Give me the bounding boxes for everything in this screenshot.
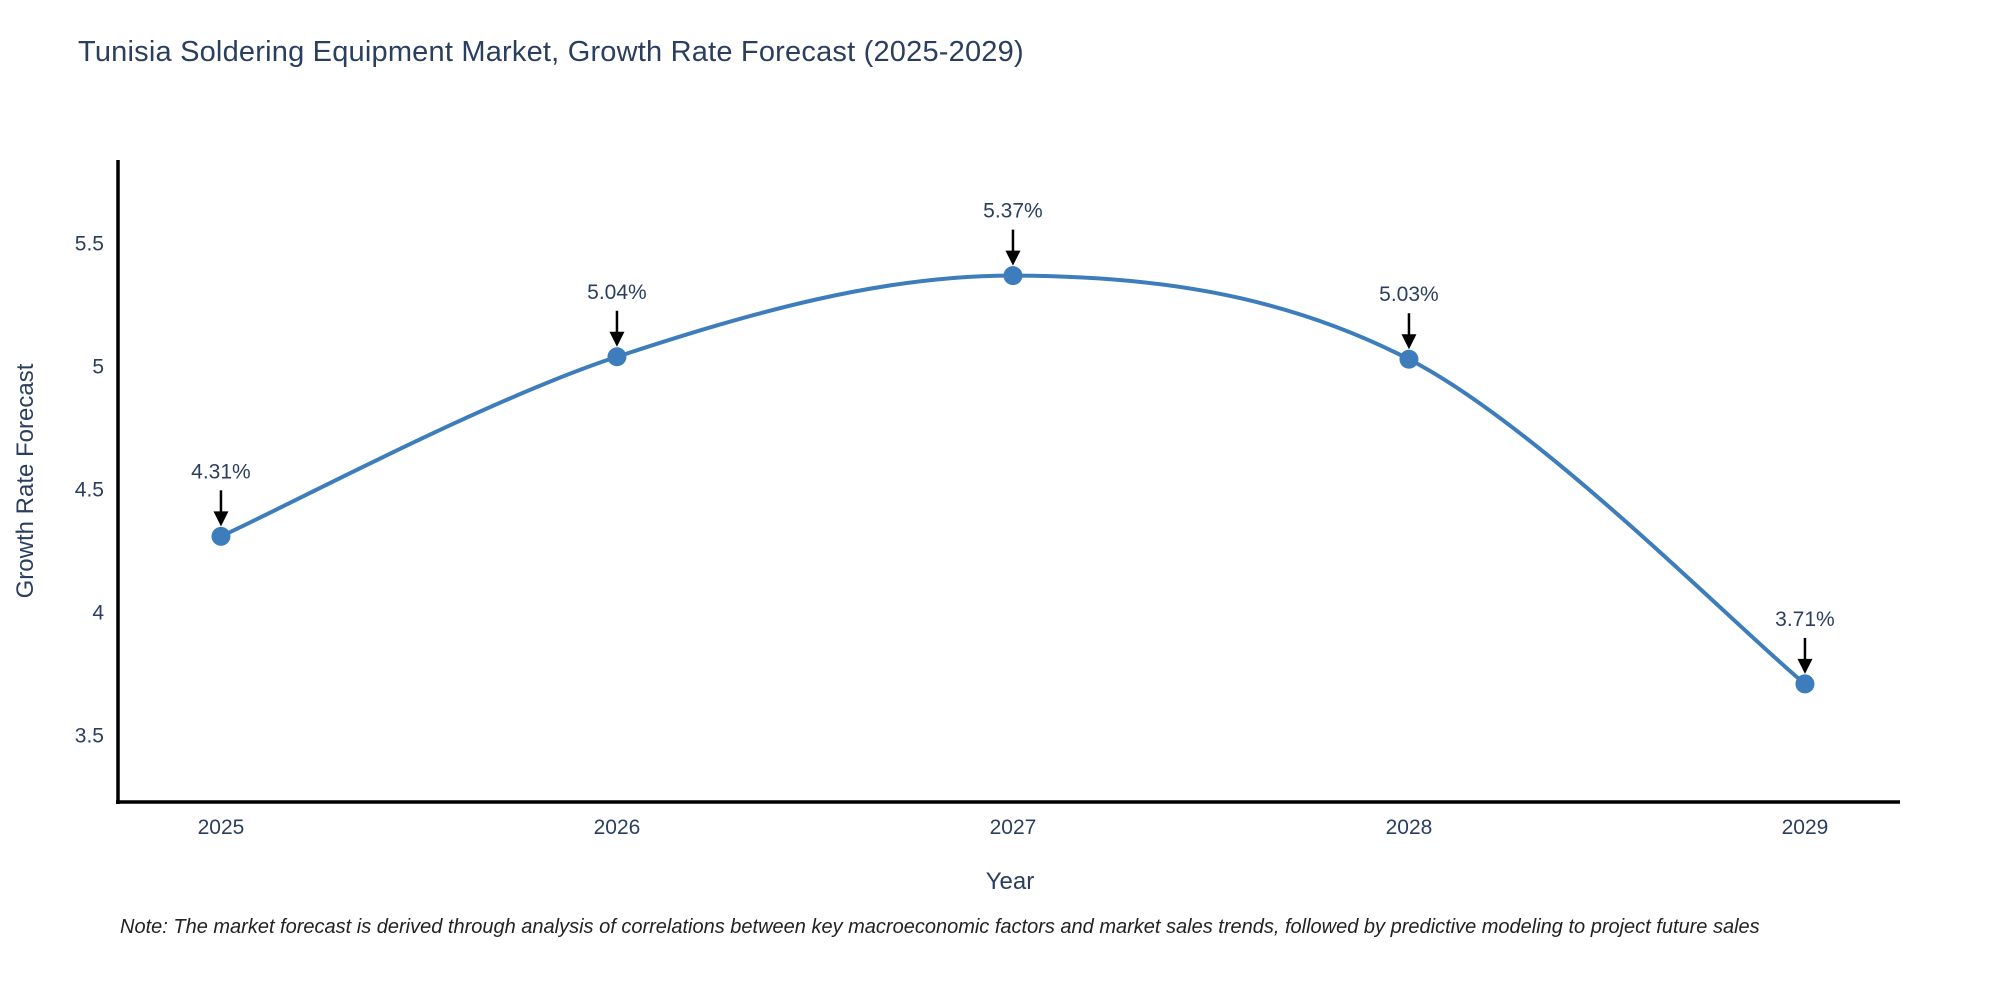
x-tick-label: 2027 (990, 816, 1037, 839)
annotation-arrowhead-icon (1401, 334, 1417, 350)
y-tick-label: 4.5 (75, 479, 104, 502)
x-tick-label: 2028 (1386, 816, 1433, 839)
annotation-arrowhead-icon (213, 511, 229, 527)
growth-rate-series (211, 266, 1815, 694)
data-label: 5.03% (1379, 283, 1439, 306)
x-tick-label: 2029 (1782, 816, 1829, 839)
x-tick-label: 2025 (198, 816, 245, 839)
data-point (211, 526, 231, 546)
y-tick-label: 5.5 (75, 233, 104, 256)
data-annotations: 4.31% 5.04% 5.37% 5.03% 3.71% (191, 200, 1835, 674)
data-point (1795, 674, 1815, 694)
y-tick-label: 5 (92, 356, 104, 379)
data-label: 5.04% (587, 281, 647, 304)
y-axis-title: Growth Rate Forecast (12, 363, 39, 599)
data-point (1399, 349, 1419, 369)
axes (116, 160, 1900, 804)
data-point (1003, 266, 1023, 286)
annotation-arrowhead-icon (1005, 250, 1021, 266)
annotation-arrowhead-icon (609, 331, 625, 347)
x-axis-title: Year (985, 868, 1035, 895)
chart-title: Tunisia Soldering Equipment Market, Grow… (78, 36, 1024, 68)
y-tick-label: 4 (92, 602, 104, 625)
y-tick-label: 3.5 (75, 725, 104, 748)
footnote: Note: The market forecast is derived thr… (120, 916, 1760, 938)
series-line (218, 273, 1807, 686)
data-point (607, 347, 627, 367)
data-label: 5.37% (983, 200, 1043, 223)
x-tick-label: 2026 (594, 816, 641, 839)
axis-tick-labels: 3.5 4 4.5 5 5.5 2025 2026 2027 2028 2029 (75, 233, 1829, 839)
data-label: 4.31% (191, 460, 251, 483)
annotation-arrowhead-icon (1797, 658, 1813, 674)
data-label: 3.71% (1775, 608, 1835, 631)
